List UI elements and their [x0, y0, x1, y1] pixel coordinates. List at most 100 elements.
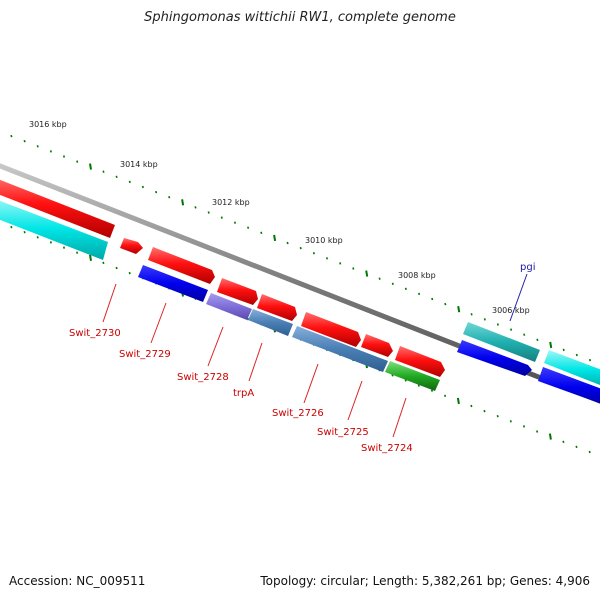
minor-tick [536, 338, 539, 342]
major-tick [548, 433, 552, 440]
tick-label-3008: 3008 kbp [398, 271, 436, 280]
minor-tick [325, 257, 329, 260]
features [0, 176, 600, 407]
cds-arrow[interactable] [0, 176, 115, 238]
gene-arrow[interactable] [206, 293, 252, 320]
gene-label-swit-2725: Swit_2725 [317, 427, 369, 438]
gene-label-swit-2728: Swit_2728 [177, 372, 229, 383]
minor-tick [417, 384, 420, 387]
tick-label-3006: 3006 kbp [492, 306, 530, 315]
minor-tick [575, 353, 578, 357]
minor-tick [483, 318, 486, 321]
label-leaders [102, 283, 407, 438]
gene-label-swit-2724: Swit_2724 [361, 443, 413, 454]
minor-tick [141, 185, 144, 189]
leader-line [509, 273, 528, 322]
minor-tick [431, 297, 434, 301]
minor-tick [102, 261, 105, 265]
minor-tick [233, 221, 237, 224]
tick-label-3012: 3012 kbp [212, 198, 250, 207]
gene-arrow[interactable] [138, 265, 208, 302]
minor-tick [378, 277, 381, 280]
minor-tick [36, 145, 39, 148]
minor-tick [49, 150, 52, 153]
cds-arrow[interactable] [148, 247, 215, 284]
minor-tick [496, 323, 499, 326]
minor-tick [115, 266, 118, 270]
minor-tick [76, 251, 79, 254]
minor-tick [510, 328, 513, 331]
major-tick [457, 306, 461, 313]
minor-tick [220, 216, 223, 219]
gene-arrow[interactable] [385, 361, 440, 391]
minor-tick [128, 180, 131, 184]
minor-tick [247, 226, 250, 229]
minor-tick [483, 409, 486, 413]
minor-tick [23, 139, 26, 143]
minor-tick [588, 358, 592, 362]
gene-arrow[interactable] [457, 340, 532, 376]
minor-tick [470, 404, 473, 408]
gene-arrow[interactable] [0, 197, 108, 260]
minor-tick [352, 267, 355, 270]
minor-tick [418, 292, 421, 296]
minor-tick [391, 282, 394, 286]
major-tick [181, 199, 185, 206]
cds-arrow[interactable] [120, 238, 143, 254]
minor-tick [444, 302, 447, 306]
minor-tick [470, 313, 473, 316]
tick-labels: 3016 kbp 3014 kbp 3012 kbp 3010 kbp 3008… [29, 120, 530, 315]
minor-tick [128, 271, 131, 275]
accession-text: Accession: NC_009511 [9, 574, 146, 588]
major-tick [89, 254, 92, 261]
gene-label-swit-2730: Swit_2730 [69, 328, 121, 339]
leader-line [102, 283, 117, 323]
gene-arrow[interactable] [292, 326, 388, 372]
minor-tick [588, 450, 591, 454]
gene-arrow[interactable] [544, 350, 600, 389]
cds-arrow[interactable] [257, 294, 297, 321]
minor-tick [299, 246, 302, 250]
tick-label-3014: 3014 kbp [120, 160, 158, 169]
gene-arrow[interactable] [463, 322, 540, 362]
minor-tick [522, 425, 526, 428]
cds-arrow[interactable] [361, 334, 393, 357]
major-tick [365, 270, 369, 277]
major-tick [549, 341, 553, 349]
minor-tick [62, 246, 66, 249]
major-tick [89, 163, 92, 170]
gene-label-pgi: pgi [520, 262, 535, 273]
minor-tick [575, 445, 578, 449]
minor-tick [76, 160, 79, 163]
genome-summary-text: Topology: circular; Length: 5,382,261 bp… [260, 574, 590, 588]
minor-tick [496, 414, 499, 418]
gene-labels: Swit_2730 Swit_2729 Swit_2728 trpA Swit_… [69, 262, 535, 454]
leader-line [347, 380, 363, 421]
minor-tick [312, 251, 315, 255]
major-tick [456, 397, 460, 405]
minor-tick [562, 348, 565, 352]
minor-tick [536, 430, 539, 433]
cds-arrow[interactable] [301, 312, 361, 347]
minor-tick [10, 134, 13, 138]
minor-tick [10, 225, 13, 229]
minor-tick [509, 420, 512, 423]
minor-tick [339, 262, 342, 265]
major-tick [273, 234, 277, 242]
tick-label-3010: 3010 kbp [305, 236, 343, 245]
gene-label-swit-2726: Swit_2726 [272, 408, 324, 419]
tick-label-3016: 3016 kbp [29, 120, 67, 129]
minor-tick [286, 241, 289, 245]
cds-arrow[interactable] [395, 346, 445, 377]
minor-tick [523, 333, 526, 336]
minor-tick [562, 440, 565, 444]
minor-tick [194, 206, 197, 209]
gene-label-swit-2729: Swit_2729 [119, 349, 171, 360]
gene-arrow[interactable] [538, 367, 600, 407]
gene-arrow[interactable] [248, 309, 293, 336]
minor-tick [36, 236, 39, 239]
leader-line [248, 342, 263, 382]
cds-arrow[interactable] [217, 278, 258, 305]
minor-tick [430, 389, 434, 392]
